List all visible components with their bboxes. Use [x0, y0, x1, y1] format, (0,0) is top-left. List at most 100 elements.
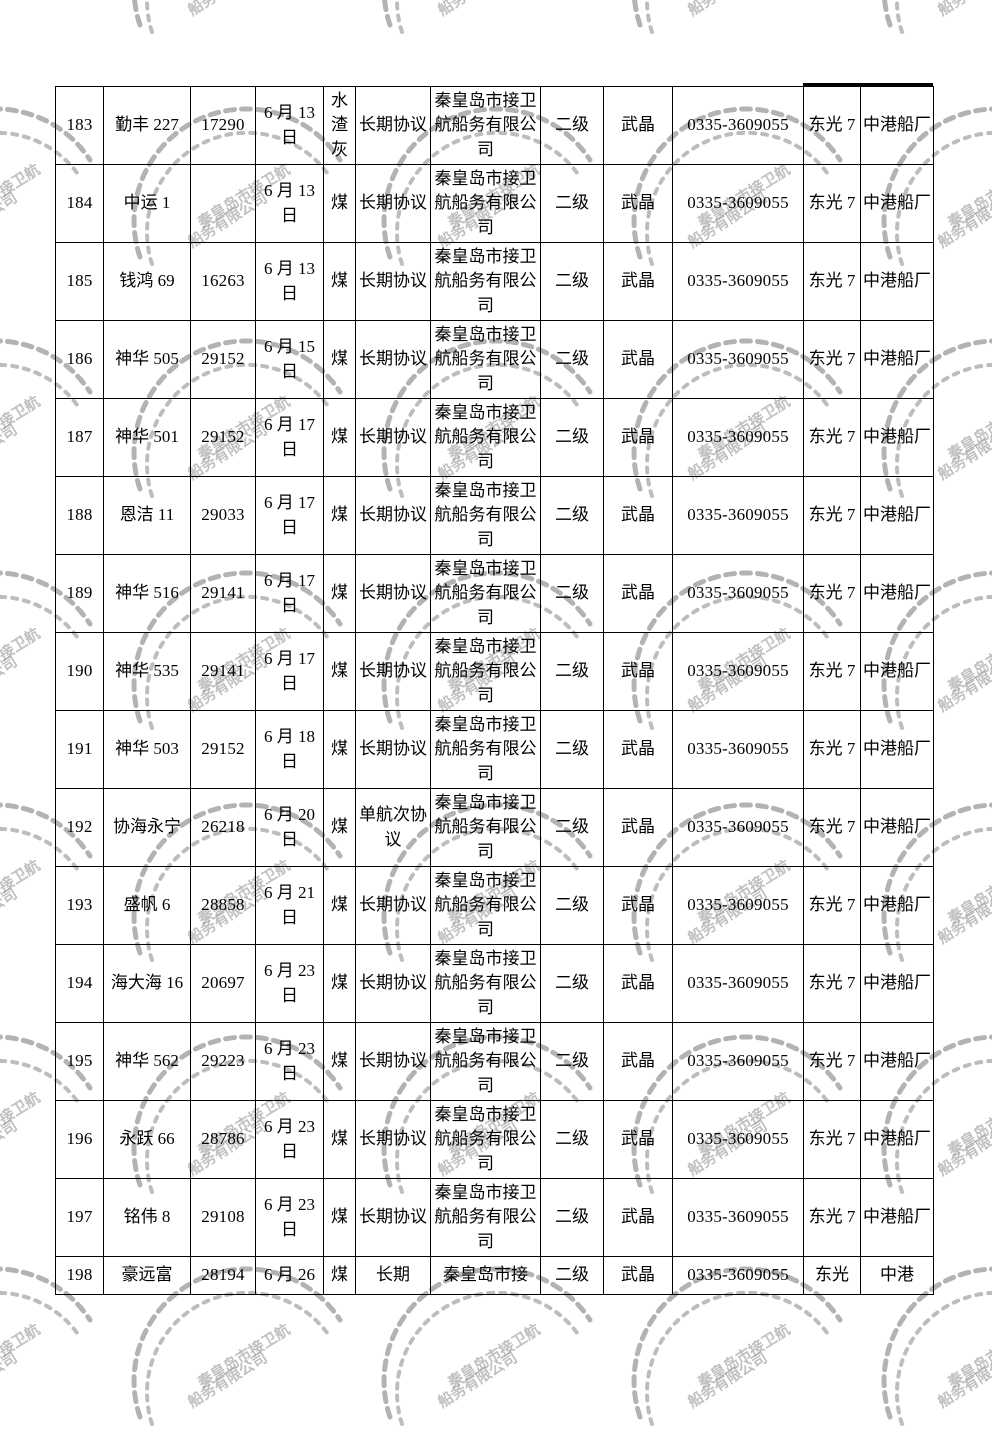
- cell-ship: 恩洁 11: [103, 476, 191, 555]
- cell-level: 二级: [540, 1100, 604, 1179]
- cell-index: 189: [55, 554, 104, 633]
- table-row: 195 神华 562 29223 6 月 23 日煤长期协议 秦皇岛市接卫航船务有限公司…: [55, 1022, 934, 1101]
- cell-yard: 中港船厂: [860, 1178, 934, 1257]
- svg-text:秦皇岛市接卫航: 秦皇岛市接卫航: [944, 1320, 992, 1391]
- cell-person: 武晶: [603, 242, 673, 321]
- cell-berth: 东光 7: [803, 788, 861, 867]
- cell-ship: 神华 516: [103, 554, 191, 633]
- cell-company: 秦皇岛市接卫航船务有限公司: [430, 86, 541, 165]
- cell-cargo: 煤: [323, 866, 356, 945]
- cell-ship: 勤丰 227: [103, 86, 191, 165]
- cell-berth: 东光 7: [803, 242, 861, 321]
- cell-berth: 东光 7: [803, 1022, 861, 1101]
- cell-ship: 豪远富: [103, 1256, 191, 1295]
- cell-tonnage: 16263: [190, 242, 256, 321]
- cell-ship: 海大海 16: [103, 944, 191, 1023]
- cell-phone: 0335-3609055: [672, 1178, 804, 1257]
- cell-index: 183: [55, 86, 104, 165]
- svg-text:秦皇岛市接卫航: 秦皇岛市接卫航: [0, 856, 43, 927]
- cell-tonnage: 28858: [190, 866, 256, 945]
- cell-yard: 中港船厂: [860, 866, 934, 945]
- cell-agreement: 长期协议: [355, 242, 431, 321]
- svg-text:船务有限公司: 船务有限公司: [185, 0, 271, 19]
- cell-agreement: 长期协议: [355, 398, 431, 477]
- cell-date: 6 月 23 日: [255, 944, 324, 1023]
- cell-cargo: 煤: [323, 164, 356, 243]
- cell-ship: 铭伟 8: [103, 1178, 191, 1257]
- cell-index: 188: [55, 476, 104, 555]
- cell-level: 二级: [540, 1256, 604, 1295]
- cell-yard: 中港船厂: [860, 1022, 934, 1101]
- table-row: 188 恩洁 11 29033 6 月 17 日煤长期协议 秦皇岛市接卫航船务有限公司二…: [55, 476, 934, 555]
- cell-yard: 中港船厂: [860, 86, 934, 165]
- cell-phone: 0335-3609055: [672, 944, 804, 1023]
- cell-berth: 东光: [803, 1256, 861, 1295]
- cell-agreement: 长期协议: [355, 632, 431, 711]
- cell-person: 武晶: [603, 788, 673, 867]
- cell-ship: 神华 501: [103, 398, 191, 477]
- cell-date: 6 月 15 日: [255, 320, 324, 399]
- cell-date: 6 月 17 日: [255, 398, 324, 477]
- watermark-stamp: 秦皇岛市接卫航船务有限公司: [0, 0, 130, 52]
- watermark-stamp: 秦皇岛市接卫航船务有限公司: [630, 0, 880, 52]
- cell-agreement: 单航次协议: [355, 788, 431, 867]
- cell-cargo: 煤: [323, 1100, 356, 1179]
- cell-yard: 中港船厂: [860, 398, 934, 477]
- cell-level: 二级: [540, 554, 604, 633]
- cell-company: 秦皇岛市接卫航船务有限公司: [430, 476, 541, 555]
- cell-tonnage: 29141: [190, 554, 256, 633]
- cell-index: 193: [55, 866, 104, 945]
- ledger-table-container: 183 勤丰 227 17290 6 月 13 日水渣灰 长期协议 秦皇岛市接卫航船务有限…: [55, 86, 934, 1295]
- cell-yard: 中港: [860, 1256, 934, 1295]
- cell-agreement: 长期协议: [355, 86, 431, 165]
- cell-tonnage: 17290: [190, 86, 256, 165]
- cell-ship: 中运 1: [103, 164, 191, 243]
- cell-phone: 0335-3609055: [672, 710, 804, 789]
- cell-person: 武晶: [603, 476, 673, 555]
- table-row: 186 神华 505 29152 6 月 15 日煤长期协议 秦皇岛市接卫航船务有限公司…: [55, 320, 934, 399]
- cell-phone: 0335-3609055: [672, 242, 804, 321]
- cell-index: 196: [55, 1100, 104, 1179]
- svg-text:船务有限公司: 船务有限公司: [0, 884, 20, 947]
- svg-text:船务有限公司: 船务有限公司: [0, 1348, 20, 1411]
- cell-person: 武晶: [603, 1178, 673, 1257]
- svg-text:船务有限公司: 船务有限公司: [935, 884, 992, 947]
- cell-level: 二级: [540, 710, 604, 789]
- cell-ship: 协海永宁: [103, 788, 191, 867]
- cell-date: 6 月 17 日: [255, 554, 324, 633]
- cell-index: 197: [55, 1178, 104, 1257]
- table-row: 193 盛帆 6 28858 6 月 21 日煤长期协议 秦皇岛市接卫航船务有限公司 二级…: [55, 866, 934, 945]
- cell-person: 武晶: [603, 164, 673, 243]
- cell-yard: 中港船厂: [860, 788, 934, 867]
- watermark-stamp: 秦皇岛市接卫航船务有限公司: [130, 0, 380, 52]
- cell-phone: 0335-3609055: [672, 788, 804, 867]
- cell-ship: 钱鸿 69: [103, 242, 191, 321]
- table-row: 183 勤丰 227 17290 6 月 13 日水渣灰 长期协议 秦皇岛市接卫航船务有限…: [55, 86, 934, 165]
- cell-person: 武晶: [603, 1100, 673, 1179]
- cell-person: 武晶: [603, 554, 673, 633]
- svg-text:船务有限公司: 船务有限公司: [185, 1348, 271, 1411]
- svg-text:秦皇岛市接卫航: 秦皇岛市接卫航: [194, 1320, 293, 1391]
- cell-company: 秦皇岛市接卫航船务有限公司: [430, 1178, 541, 1257]
- table-row: 187 神华 501 29152 6 月 17 日煤长期协议 秦皇岛市接卫航船务有限公司…: [55, 398, 934, 477]
- cell-date: 6 月 13 日: [255, 164, 324, 243]
- vessel-ledger-table: 183 勤丰 227 17290 6 月 13 日水渣灰 长期协议 秦皇岛市接卫航船务有限…: [55, 86, 934, 1295]
- svg-text:船务有限公司: 船务有限公司: [935, 0, 992, 19]
- cell-date: 6 月 17 日: [255, 476, 324, 555]
- cell-date: 6 月 17 日: [255, 632, 324, 711]
- cell-cargo: 煤: [323, 554, 356, 633]
- cell-agreement: 长期协议: [355, 554, 431, 633]
- svg-text:船务有限公司: 船务有限公司: [685, 1348, 771, 1411]
- svg-text:秦皇岛市接卫航: 秦皇岛市接卫航: [944, 160, 992, 231]
- cell-yard: 中港船厂: [860, 1100, 934, 1179]
- svg-text:船务有限公司: 船务有限公司: [0, 1116, 20, 1179]
- cell-phone: 0335-3609055: [672, 1022, 804, 1101]
- cell-agreement: 长期协议: [355, 944, 431, 1023]
- cell-date: 6 月 26: [255, 1256, 324, 1295]
- cell-agreement: 长期协议: [355, 1178, 431, 1257]
- table-row: 185 钱鸿 69 16263 6 月 13 日煤长期协议 秦皇岛市接卫航船务有限公司二…: [55, 242, 934, 321]
- cell-berth: 东光 7: [803, 554, 861, 633]
- cell-tonnage: 28786: [190, 1100, 256, 1179]
- cell-cargo: 煤: [323, 1178, 356, 1257]
- cell-ship: 神华 535: [103, 632, 191, 711]
